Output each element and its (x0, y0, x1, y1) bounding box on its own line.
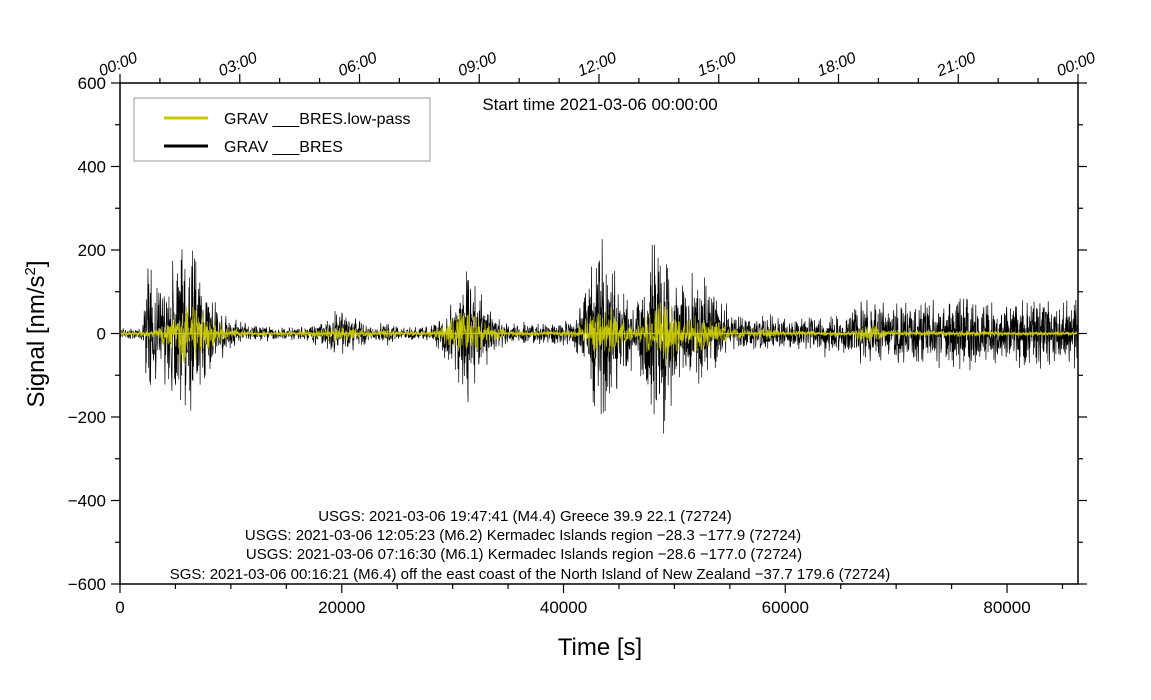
annotation-line: USGS: 2021-03-06 12:05:23 (M6.2) Kermade… (245, 527, 801, 544)
x-tick-label: 0 (115, 598, 124, 617)
y-axis: −600 −400 −200 0 200 400 600 (68, 74, 1087, 594)
top-tick-label: 12:00 (576, 49, 620, 80)
top-time-axis: 00:00 03:00 06:00 09:00 12:00 15:00 18:00 21:00… (97, 49, 1099, 83)
y-tick-label: 400 (78, 158, 106, 177)
y-tick-label: 200 (78, 241, 106, 260)
y-tick-label: −600 (68, 575, 106, 594)
y-axis-title-group: Signal [nm/s2] (22, 260, 50, 407)
y-axis-title-end: ] (23, 260, 50, 267)
legend-label-raw: GRAV ___BRES (224, 139, 343, 156)
y-tick-label: −400 (68, 492, 106, 511)
x-axis: 0 20000 40000 60000 80000 (115, 584, 1064, 617)
y-axis-title-main: Signal [nm/s (23, 275, 50, 407)
top-tick-label: 18:00 (815, 49, 859, 80)
y-axis-title: Signal [nm/s2] (22, 260, 50, 407)
event-annotations: USGS: 2021-03-06 19:47:41 (M4.4) Greece … (170, 508, 891, 583)
series-low-pass-trace (119, 303, 1079, 366)
legend-label-low-pass: GRAV ___BRES.low-pass (224, 111, 410, 128)
y-tick-label: −200 (68, 408, 106, 427)
start-time-label: Start time 2021-03-06 00:00:00 (482, 95, 717, 114)
legend-box (133, 97, 431, 162)
top-tick-label: 15:00 (695, 49, 739, 80)
y-axis-title-sup: 2 (22, 267, 39, 275)
series-line-low-pass (119, 303, 1079, 366)
y-tick-label: 0 (97, 325, 106, 344)
legend: GRAV ___BRES.low-pass GRAV ___BRES (133, 97, 431, 162)
annotation-line: SGS: 2021-03-06 00:16:21 (M6.4) off the … (170, 566, 891, 583)
x-axis-title: Time [s] (558, 634, 642, 661)
x-tick-label: 80000 (983, 598, 1030, 617)
top-tick-label: 09:00 (456, 49, 500, 80)
annotation-line: USGS: 2021-03-06 07:16:30 (M6.1) Kermade… (246, 546, 802, 563)
x-tick-label: 60000 (762, 598, 809, 617)
top-tick-label: 03:00 (216, 49, 260, 80)
top-tick-label: 06:00 (336, 49, 380, 80)
x-tick-label: 20000 (318, 598, 365, 617)
y-tick-label: 600 (78, 74, 106, 93)
annotation-line: USGS: 2021-03-06 19:47:41 (M4.4) Greece … (318, 508, 732, 525)
x-tick-label: 40000 (540, 598, 587, 617)
top-tick-label: 21:00 (934, 49, 979, 80)
top-tick-label: 00:00 (97, 49, 141, 80)
top-tick-label: 00:00 (1055, 49, 1099, 80)
